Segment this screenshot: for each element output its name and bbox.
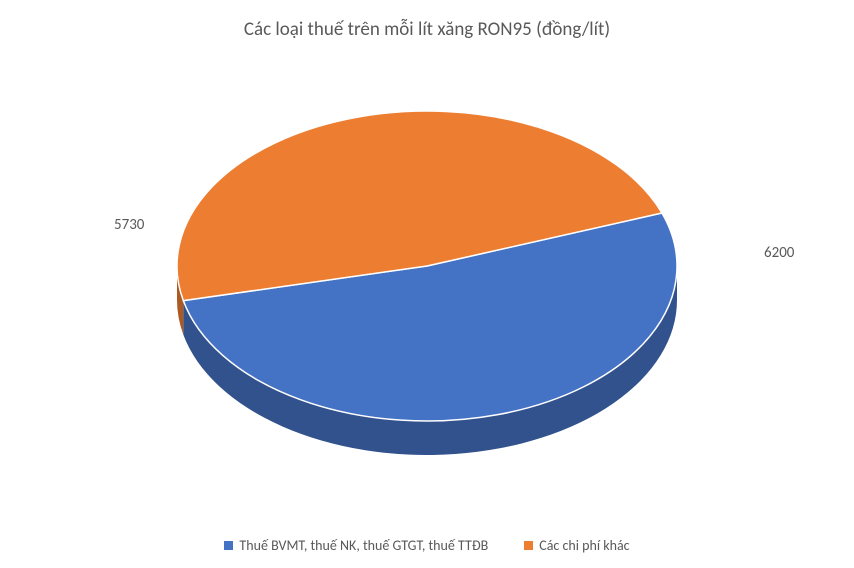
chart-legend: Thuế BVMT, thuế NK, thuế GTGT, thuế TTĐB… (0, 537, 854, 554)
data-label-slice1: 5730 (114, 216, 144, 234)
legend-swatch-0 (224, 541, 233, 550)
legend-label-0: Thuế BVMT, thuế NK, thuế GTGT, thuế TTĐB (239, 537, 488, 554)
legend-swatch-1 (524, 541, 533, 550)
data-label-slice0: 6200 (764, 244, 794, 262)
chart-title: Các loại thuế trên mỗi lít xăng RON95 (đ… (0, 0, 854, 41)
legend-item-1: Các chi phí khác (524, 537, 629, 554)
pie-chart (157, 56, 697, 496)
legend-label-1: Các chi phí khác (539, 537, 629, 554)
legend-item-0: Thuế BVMT, thuế NK, thuế GTGT, thuế TTĐB (224, 537, 488, 554)
